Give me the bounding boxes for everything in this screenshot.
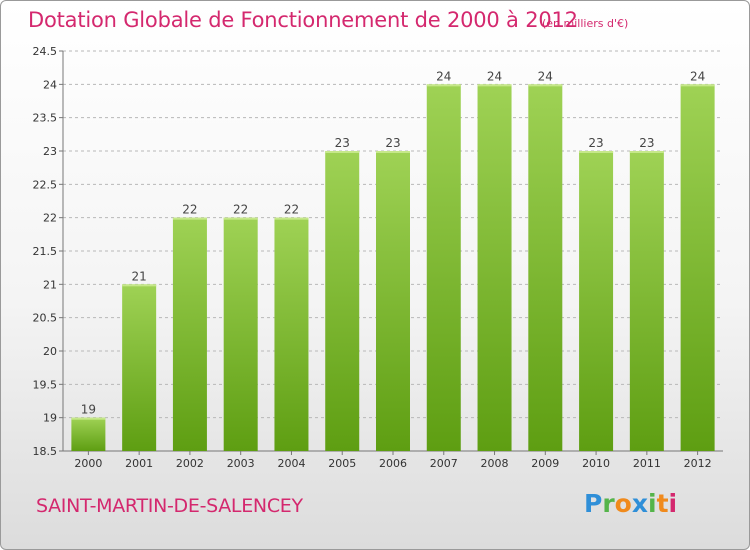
bar-2011: [629, 151, 664, 451]
logo-letter: i: [648, 489, 657, 518]
x-tick-label: 2006: [379, 457, 407, 470]
logo-letter: t: [656, 489, 669, 518]
y-tick-label: 19.5: [33, 378, 58, 391]
bar-highlight: [274, 217, 309, 220]
data-labels: 19 21 22 22 22 23 23 24 24 24 23 23 24: [81, 69, 706, 416]
x-tick-label: 2004: [277, 457, 305, 470]
proxiti-logo[interactable]: Proxiti: [584, 489, 677, 518]
bar-highlight: [376, 151, 410, 153]
bar-highlight: [680, 84, 715, 87]
y-tick-label: 24: [43, 78, 57, 91]
x-tick-label: 2008: [481, 457, 509, 470]
bar-2002: [172, 217, 207, 451]
bar-2001: [122, 284, 157, 451]
y-tick-label: 20.5: [33, 312, 58, 325]
data-label: 22: [284, 203, 299, 217]
data-label: 22: [233, 203, 248, 217]
bar-2004: [274, 217, 309, 451]
y-tick-label: 21: [43, 278, 57, 291]
bar-2003: [223, 217, 258, 451]
logo-letter: P: [584, 489, 603, 518]
data-label: 24: [690, 69, 705, 83]
commune-name: SAINT-MARTIN-DE-SALENCEY: [36, 495, 303, 517]
logo-letter: r: [602, 489, 615, 518]
x-tick-label: 2005: [328, 457, 356, 470]
y-tick-label: 18.5: [33, 445, 58, 458]
y-tick-label: 22: [43, 212, 57, 225]
bar-2010: [579, 151, 614, 451]
data-label: 23: [639, 136, 654, 150]
data-label: 22: [182, 203, 197, 217]
chart-title: Dotation Globale de Fonctionnement de 20…: [28, 8, 578, 32]
x-tick-label: 2011: [633, 457, 661, 470]
x-tick-label: 2002: [176, 457, 204, 470]
x-tick-label: 2010: [582, 457, 610, 470]
bar-highlight: [629, 151, 664, 153]
bar-highlight: [528, 84, 563, 87]
data-label: 21: [132, 269, 147, 283]
data-label: 24: [436, 69, 451, 83]
bar-2012: [680, 84, 715, 451]
y-tick-label: 22.5: [33, 178, 58, 191]
bar-highlight: [426, 84, 461, 87]
logo-letter: i: [668, 489, 678, 518]
x-tick-label: 2012: [684, 457, 712, 470]
bar-highlight: [223, 217, 258, 220]
bars: [71, 84, 715, 451]
logo-letter: o: [614, 489, 632, 518]
data-label: 23: [385, 136, 400, 150]
chart-subtitle: (en milliers d'€): [542, 17, 629, 30]
bar-2007: [426, 84, 461, 451]
x-tick-label: 2009: [531, 457, 559, 470]
data-label: 23: [588, 136, 603, 150]
x-tick-label: 2003: [227, 457, 255, 470]
bar-highlight: [477, 84, 512, 87]
bar-2005: [325, 151, 360, 451]
bar-highlight: [172, 217, 207, 220]
bar-2000: [71, 417, 106, 451]
data-label: 19: [81, 403, 96, 417]
bar-highlight: [122, 284, 157, 287]
bar-2009: [528, 84, 563, 451]
bar-2008: [477, 84, 512, 451]
bar-2006: [376, 151, 410, 451]
y-tick-label: 23.5: [33, 112, 58, 125]
x-tick-label: 2000: [74, 457, 102, 470]
bar-highlight: [325, 151, 360, 153]
x-tick-label: 2007: [430, 457, 458, 470]
y-tick-label: 19: [43, 412, 57, 425]
y-tick-label: 20: [43, 345, 57, 358]
x-tick-label: 2001: [125, 457, 153, 470]
y-tick-label: 23: [43, 145, 57, 158]
logo-letter: x: [631, 489, 648, 518]
data-label: 23: [335, 136, 350, 150]
bar-highlight: [579, 151, 614, 153]
bar-highlight: [71, 417, 106, 420]
y-tick-label: 24.5: [33, 45, 58, 58]
data-label: 24: [487, 69, 502, 83]
y-tick-label: 21.5: [33, 245, 58, 258]
data-label: 24: [538, 69, 553, 83]
